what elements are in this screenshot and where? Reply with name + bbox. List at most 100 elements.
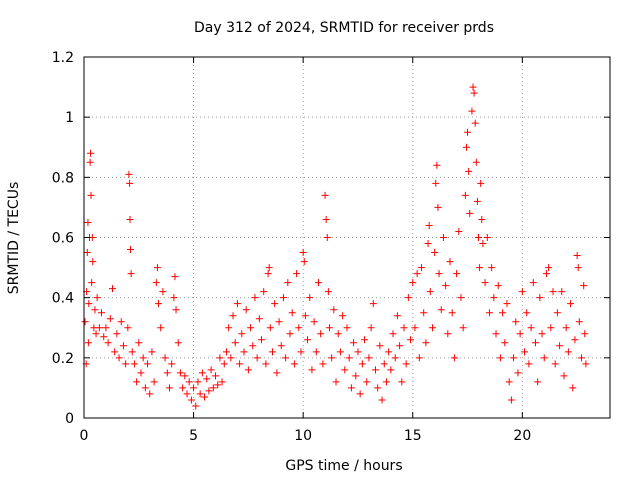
data-point [422,339,430,347]
y-tick-label: 0.2 [52,351,74,367]
data-point [251,294,259,302]
data-point [545,264,553,272]
data-point [448,309,456,317]
data-point [398,378,406,386]
data-point [350,339,358,347]
data-point [374,384,382,392]
data-point [255,315,263,323]
data-point [558,288,566,296]
data-point [126,179,134,187]
data-point [194,378,202,386]
data-point [444,330,452,338]
data-point [334,330,342,338]
data-point [310,318,318,326]
data-point [358,360,366,368]
data-point [247,324,255,332]
data-point [538,330,546,338]
data-point [437,306,445,314]
data-point [453,270,461,278]
data-point [306,294,314,302]
data-point [459,324,467,332]
x-tick-label: 20 [513,428,531,444]
y-tick-label: 1 [65,110,74,126]
data-point [126,246,134,254]
data-point [494,282,502,290]
data-point [233,300,241,308]
data-point [84,218,92,226]
data-point [108,285,116,293]
data-point [157,324,165,332]
data-point [240,348,248,356]
data-point [325,324,333,332]
data-point [356,390,364,398]
data-point [308,366,316,374]
data-point [321,191,329,199]
data-point [479,240,487,248]
data-point [391,354,399,362]
data-point [135,339,143,347]
y-axis-label: SRMTID / TECUs [6,182,22,295]
data-point [580,282,588,290]
data-point [367,324,375,332]
data-point [575,318,583,326]
data-point [425,221,433,229]
axis-ticks: 0 0.2 0.4 0.6 0.8 1 1.2 0 5 10 15 20 [52,50,610,444]
data-point [231,339,239,347]
data-point [466,209,474,217]
data-point [457,294,465,302]
y-tick-label: 0.6 [52,231,74,247]
data-point [462,143,470,151]
data-point [104,339,112,347]
data-point [214,381,222,389]
data-point [376,342,384,350]
data-point [102,324,110,332]
data-point [163,369,171,377]
data-point [264,270,272,278]
data-point [488,264,496,272]
data-point [418,264,426,272]
data-point [216,354,224,362]
data-point [371,366,379,374]
data-point [301,312,309,320]
data-point [266,324,274,332]
data-point [523,309,531,317]
data-point [465,167,473,175]
data-point [396,342,404,350]
data-point [389,330,397,338]
data-point [146,390,154,398]
data-point [553,309,561,317]
data-point [161,354,169,362]
x-tick-label: 5 [189,428,198,444]
data-point [420,309,428,317]
grid-lines [84,57,610,418]
data-point [534,378,542,386]
data-point [179,384,187,392]
data-point [581,330,589,338]
data-point [503,300,511,308]
data-point [434,203,442,211]
data-point [159,288,167,296]
data-point [442,282,450,290]
data-point [299,249,307,257]
data-point [433,161,441,169]
data-point [244,366,252,374]
data-point [341,366,349,374]
data-point [81,318,89,326]
data-point [284,279,292,287]
data-point [300,258,308,266]
data-point [343,324,351,332]
data-point [483,234,491,241]
data-point [571,336,579,344]
data-point [87,149,95,157]
data-point [212,372,219,380]
data-point [295,324,303,332]
data-point [153,264,161,272]
data-point [471,119,479,127]
data-point [137,369,145,377]
data-point [521,348,529,356]
data-point [100,333,108,341]
data-point [91,306,99,314]
data-point [431,249,439,257]
data-point [168,360,176,368]
